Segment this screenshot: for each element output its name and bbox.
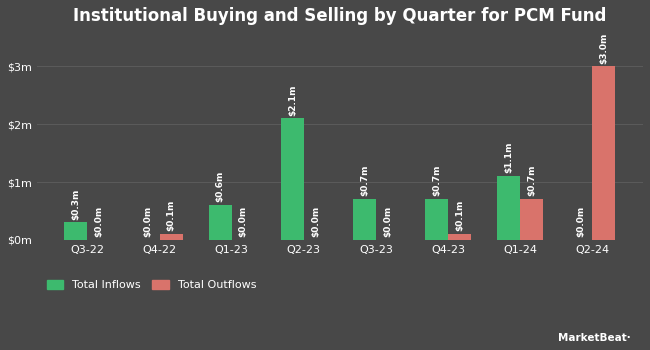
Legend: Total Inflows, Total Outflows: Total Inflows, Total Outflows (42, 275, 261, 295)
Text: $0.0m: $0.0m (144, 205, 153, 237)
Bar (64, 223, 88, 240)
Text: $0.0m: $0.0m (239, 205, 248, 237)
Text: $2.1m: $2.1m (288, 84, 297, 116)
Bar (160, 234, 183, 240)
Text: $0.7m: $0.7m (527, 165, 536, 196)
Bar (209, 205, 231, 240)
Text: MarketBeat·: MarketBeat· (558, 333, 630, 343)
Text: $0.0m: $0.0m (311, 205, 320, 237)
Bar (592, 66, 616, 240)
Bar (425, 199, 448, 240)
Title: Institutional Buying and Selling by Quarter for PCM Fund: Institutional Buying and Selling by Quar… (73, 7, 606, 25)
Text: $0.0m: $0.0m (577, 205, 586, 237)
Text: $0.7m: $0.7m (432, 165, 441, 196)
Text: $0.1m: $0.1m (166, 200, 176, 231)
Text: $0.6m: $0.6m (216, 171, 225, 202)
Text: $0.3m: $0.3m (72, 188, 81, 219)
Text: $3.0m: $3.0m (599, 32, 608, 64)
Bar (353, 199, 376, 240)
Text: $0.0m: $0.0m (94, 205, 103, 237)
Bar (448, 234, 471, 240)
Bar (281, 118, 304, 240)
Text: $1.1m: $1.1m (504, 142, 514, 173)
Bar (520, 199, 543, 240)
Text: $0.7m: $0.7m (360, 165, 369, 196)
Bar (497, 176, 520, 240)
Text: $0.1m: $0.1m (455, 200, 464, 231)
Text: $0.0m: $0.0m (383, 205, 392, 237)
